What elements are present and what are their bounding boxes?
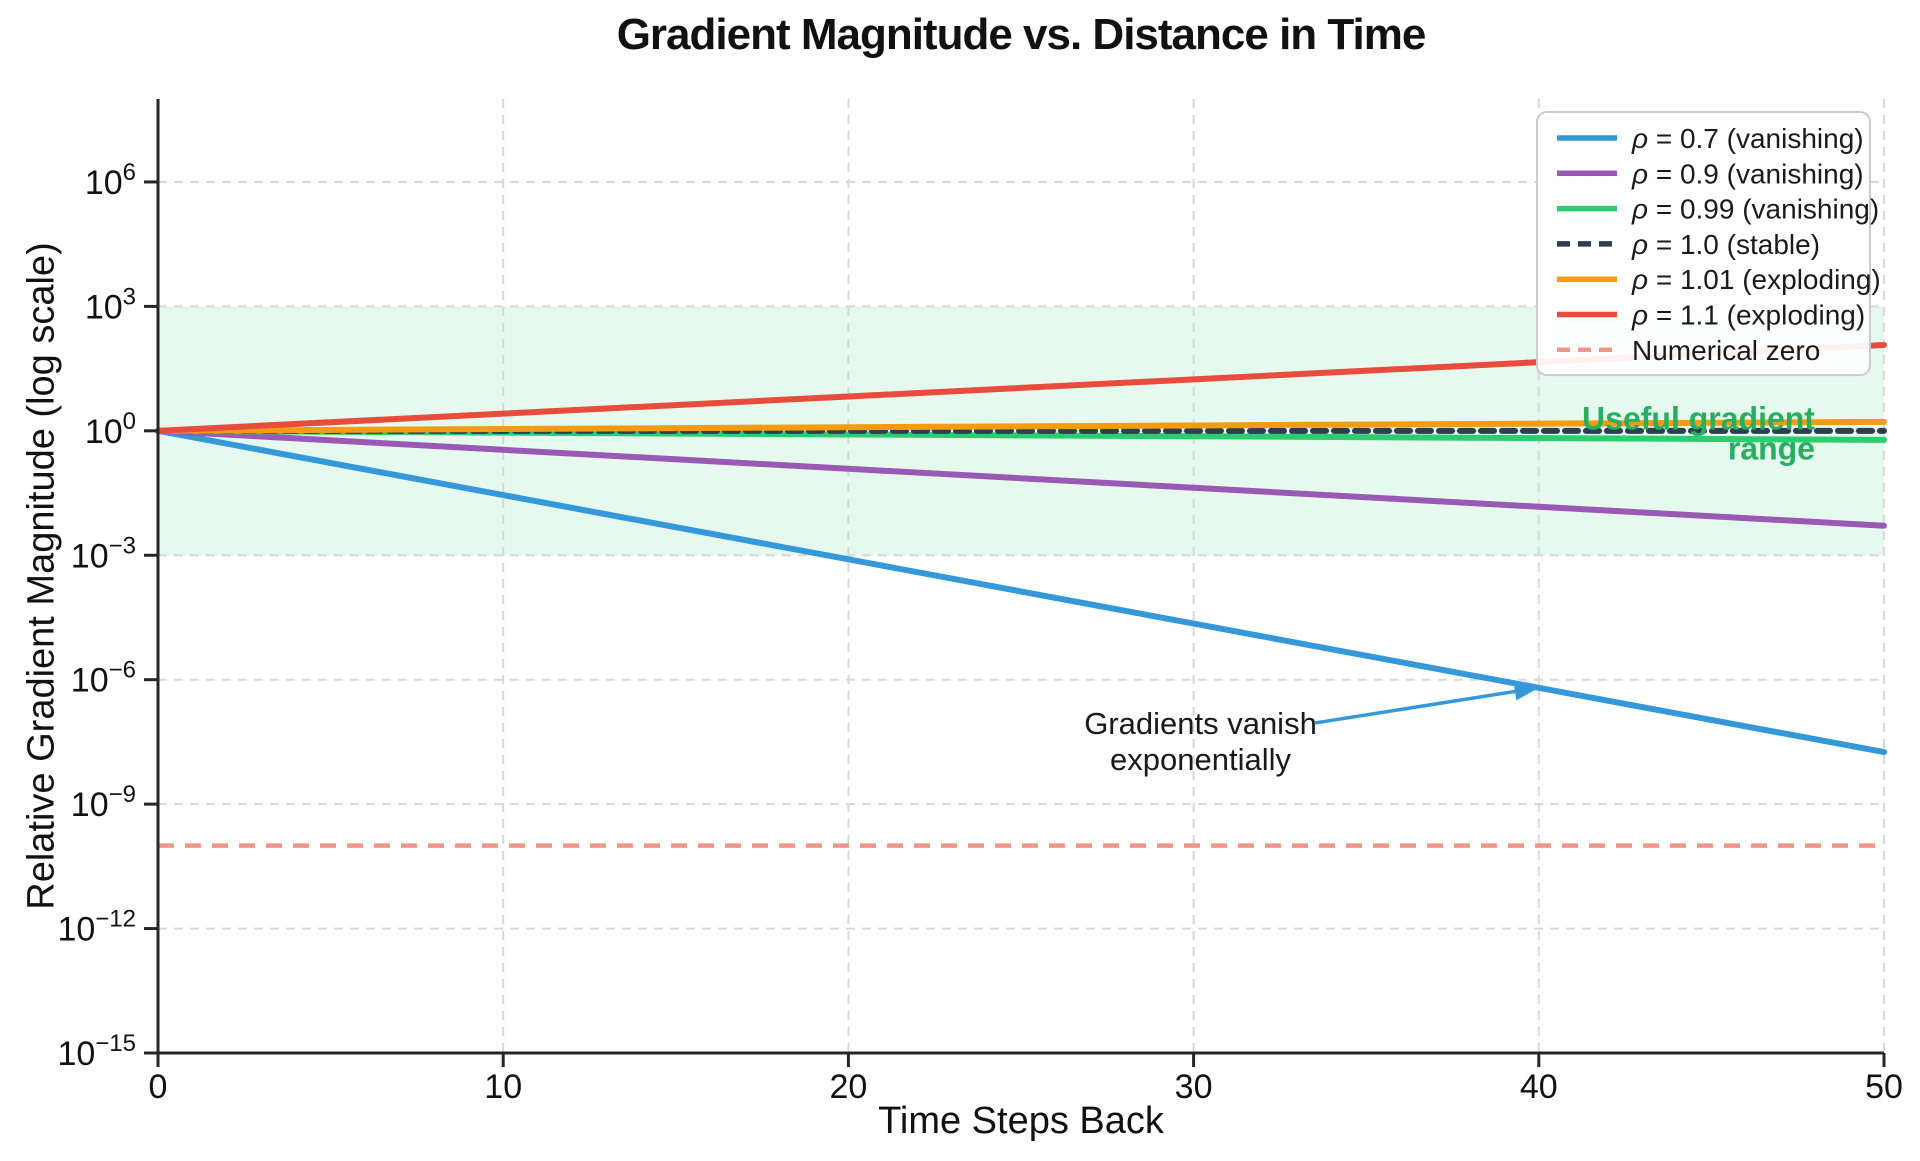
- annotation-text: exponentially: [1110, 742, 1291, 777]
- y-tick-label: 10−3: [71, 532, 136, 575]
- legend-item-label: ρ = 0.99 (vanishing): [1631, 194, 1879, 225]
- annotation-arrowhead: [1513, 682, 1539, 701]
- y-tick-label: 103: [85, 283, 136, 326]
- x-tick-label: 10: [484, 1068, 522, 1106]
- chart-title: Gradient Magnitude vs. Distance in Time: [616, 10, 1427, 59]
- x-tick-label: 20: [829, 1068, 867, 1106]
- series-line-rho-0.9: [155, 427, 1887, 529]
- y-tick-label: 10−6: [71, 657, 136, 700]
- legend-item-label: ρ = 0.9 (vanishing): [1631, 158, 1864, 189]
- legend: ρ = 0.7 (vanishing) ρ = 0.9 (vanishing) ρ …: [1536, 111, 1881, 377]
- legend-item-label: ρ = 1.0 (stable): [1631, 229, 1820, 260]
- legend-item-label: ρ = 1.1 (exploding): [1631, 300, 1865, 331]
- x-tick-label: 0: [149, 1068, 168, 1106]
- y-tick-label: 10−15: [57, 1030, 136, 1073]
- axes-spines: [144, 99, 1886, 1067]
- legend-item-label: ρ = 0.7 (vanishing): [1631, 123, 1864, 154]
- annotation-arrow-line: [1314, 686, 1540, 725]
- legend-item-label: ρ = 1.01 (exploding): [1631, 264, 1881, 295]
- y-tick-label: 100: [85, 408, 136, 451]
- band-label: Useful gradient: [1582, 400, 1815, 436]
- y-tick-label: 10−12: [57, 906, 136, 949]
- legend-box: [1536, 111, 1871, 377]
- x-tick-label: 40: [1520, 1068, 1558, 1106]
- y-axis-label: Relative Gradient Magnitude (log scale): [20, 242, 63, 910]
- x-tick-label: 50: [1865, 1068, 1903, 1106]
- x-axis-label: Time Steps Back: [878, 1100, 1164, 1142]
- series-line-rho-1.01: [155, 418, 1887, 434]
- legend-item-label: Numerical zero: [1632, 335, 1820, 366]
- band-label: range: [1728, 430, 1815, 466]
- y-tick-label: 106: [85, 159, 136, 202]
- y-tick-label: 10−9: [71, 781, 136, 824]
- series-line-rho-0.7: [155, 427, 1887, 756]
- annotation-text: Gradients vanish: [1084, 706, 1317, 741]
- x-tick-label: 30: [1175, 1068, 1213, 1106]
